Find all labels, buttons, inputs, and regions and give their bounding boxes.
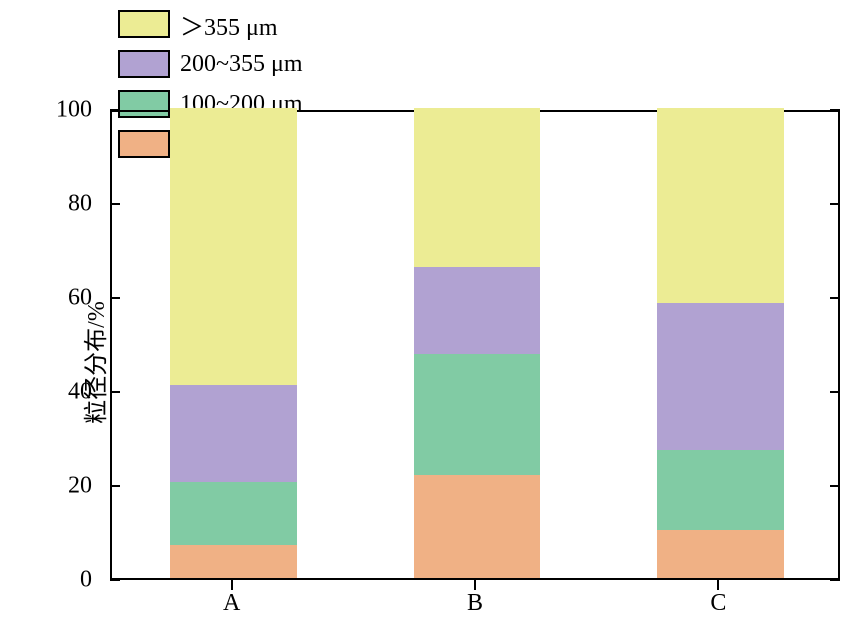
legend-swatch-s2 xyxy=(118,50,170,78)
y-tick-mark-right xyxy=(830,579,840,581)
bar-seg-B-s1 xyxy=(414,108,541,267)
y-tick-mark xyxy=(110,203,120,205)
bar-seg-B-s2 xyxy=(414,267,541,354)
x-tick-label: C xyxy=(710,590,726,617)
legend-item-s2: 200~355 μm xyxy=(118,44,378,84)
legend-item-s1: ＞355 μm xyxy=(118,4,378,44)
y-tick-mark-right xyxy=(830,485,840,487)
y-tick-mark-right xyxy=(830,391,840,393)
bar-seg-A-s2 xyxy=(170,385,297,481)
y-tick-mark-right xyxy=(830,203,840,205)
x-tick-mark xyxy=(231,580,233,590)
bar-C xyxy=(657,108,784,578)
y-tick-mark-right xyxy=(830,109,840,111)
y-tick-mark xyxy=(110,109,120,111)
bar-seg-C-s3 xyxy=(657,450,784,530)
y-tick-mark xyxy=(110,391,120,393)
bar-seg-C-s2 xyxy=(657,303,784,450)
y-tick-mark xyxy=(110,485,120,487)
plot-area xyxy=(110,110,840,580)
bar-B xyxy=(414,108,541,578)
bar-seg-A-s3 xyxy=(170,482,297,545)
bar-seg-C-s4 xyxy=(657,530,784,578)
x-tick-mark xyxy=(474,580,476,590)
legend-label-s2: 200~355 μm xyxy=(180,51,303,78)
y-tick-label: 0 xyxy=(0,567,92,594)
bar-A xyxy=(170,108,297,578)
x-tick-label: A xyxy=(223,590,240,617)
y-tick-mark-right xyxy=(830,297,840,299)
x-tick-mark xyxy=(717,580,719,590)
bar-seg-C-s1 xyxy=(657,108,784,303)
legend-label-s1: ＞355 μm xyxy=(180,7,278,42)
y-tick-mark xyxy=(110,297,120,299)
y-tick-label: 60 xyxy=(0,285,92,312)
bar-seg-A-s4 xyxy=(170,545,297,578)
bar-seg-A-s1 xyxy=(170,108,297,385)
legend-swatch-s1 xyxy=(118,10,170,38)
y-tick-label: 20 xyxy=(0,473,92,500)
y-tick-mark xyxy=(110,579,120,581)
stacked-bar-chart: ＞355 μm 200~355 μm 100~200 μm 50~100 μm … xyxy=(0,0,865,628)
bar-seg-B-s4 xyxy=(414,475,541,578)
bar-seg-B-s3 xyxy=(414,354,541,475)
y-tick-label: 40 xyxy=(0,379,92,406)
y-tick-label: 80 xyxy=(0,191,92,218)
x-tick-label: B xyxy=(467,590,483,617)
y-tick-label: 100 xyxy=(0,97,92,124)
